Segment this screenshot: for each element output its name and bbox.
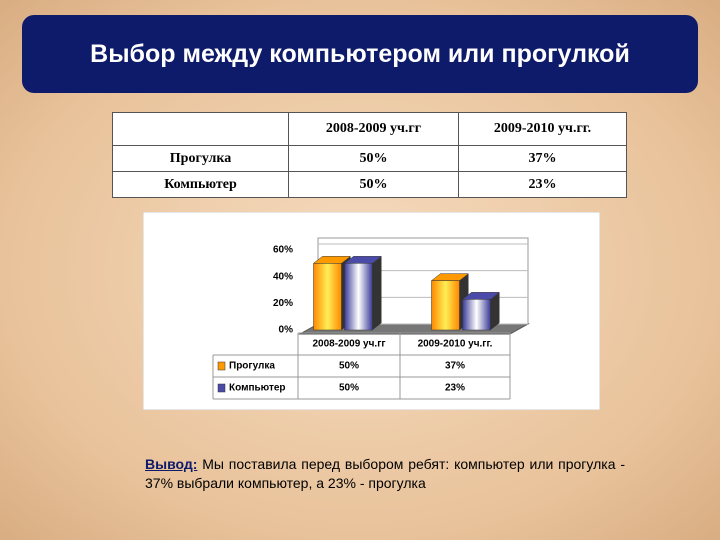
data-label: 50% — [339, 383, 359, 394]
cell: 37% — [458, 145, 627, 172]
bar-side — [490, 292, 500, 330]
cell: Компьютер — [112, 171, 289, 198]
bar — [462, 299, 491, 331]
header-cell: 2009-2010 уч.гг. — [458, 112, 627, 146]
legend-label: Прогулка — [229, 361, 275, 372]
conclusion-label: Вывод: — [145, 456, 198, 472]
bar-side — [372, 256, 382, 330]
legend-label: Компьютер — [229, 383, 286, 394]
corner-cell — [112, 112, 289, 146]
cell: Прогулка — [112, 145, 289, 172]
chart: 0% 20% 40% 60% 2008-2009 уч.гг 2009-2010 уч.г… — [143, 212, 600, 410]
title: Выбор между компьютером или прогулкой — [22, 15, 698, 93]
conclusion-text: Мы поставила перед выбором ребят: компью… — [145, 456, 625, 491]
category-label: 2009-2010 уч.гг. — [418, 339, 493, 350]
legend-key — [217, 383, 226, 393]
bar — [313, 263, 342, 331]
data-label: 23% — [445, 383, 465, 394]
conclusion: Вывод: Мы поставила перед выбором ребят:… — [145, 455, 625, 493]
cell: 50% — [288, 171, 459, 198]
y-tick-label: 0% — [279, 325, 294, 336]
y-tick-label: 60% — [273, 245, 293, 256]
data-label: 37% — [445, 361, 465, 372]
y-tick-label: 20% — [273, 298, 293, 309]
data-label: 50% — [339, 361, 359, 372]
legend-key — [217, 361, 226, 371]
header-cell: 2008-2009 уч.гг — [288, 112, 459, 146]
cell: 50% — [288, 145, 459, 172]
y-tick-label: 40% — [273, 271, 293, 282]
cell: 23% — [458, 171, 627, 198]
bar — [431, 280, 460, 331]
category-label: 2008-2009 уч.гг — [312, 339, 385, 350]
table: 2008-2009 уч.гг 2009-2010 уч.гг. Прогулк… — [112, 112, 627, 198]
bar — [344, 263, 373, 331]
